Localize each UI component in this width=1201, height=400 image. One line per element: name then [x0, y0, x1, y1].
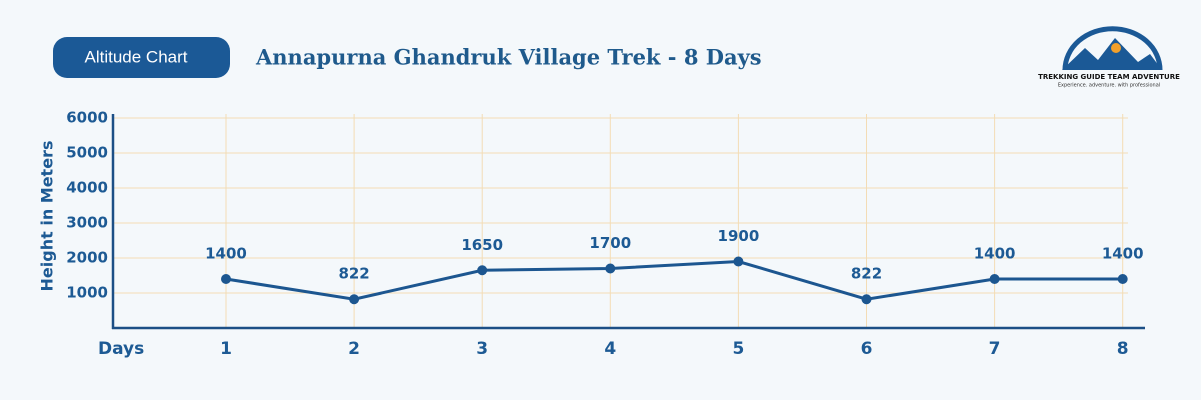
x-tick-label: 1 [220, 339, 232, 359]
logo-name: TREKKING GUIDE TEAM ADVENTURE [1038, 73, 1180, 81]
data-label: 1400 [1102, 245, 1144, 263]
x-tick-label: 5 [732, 339, 744, 359]
point [989, 274, 1000, 284]
data-label: 1650 [461, 236, 503, 254]
x-tick-label: 4 [604, 339, 616, 359]
logo-sun [1111, 43, 1121, 53]
badge: Altitude Chart [85, 47, 188, 66]
point [861, 294, 872, 305]
point [605, 263, 616, 274]
point [733, 256, 744, 267]
x-tick-label: 7 [989, 339, 1001, 359]
x-tick-label: 3 [476, 339, 488, 359]
logo-tagline: Experience. adventure. with professional [1058, 83, 1160, 89]
logo: TREKKING GUIDE TEAM ADVENTURE Experience… [1038, 26, 1180, 89]
badge-bg [53, 37, 230, 78]
data-label: 1400 [974, 245, 1016, 263]
chart-title: Annapurna Ghandruk Village Trek - 8 Days [255, 45, 762, 70]
y-axis-label: Height in Meters [38, 141, 57, 292]
y-tick-label: 6000 [66, 109, 108, 127]
point [349, 294, 360, 305]
y-tick-label: 3000 [66, 214, 108, 232]
x-tick-label: 2 [348, 339, 360, 359]
data-label: 1900 [718, 227, 760, 245]
x-tick-label: 8 [1117, 339, 1129, 359]
y-tick-label: 5000 [66, 144, 108, 162]
logo-mountain [1062, 38, 1162, 70]
data-label: 822 [338, 265, 369, 283]
data-label: 1400 [205, 245, 247, 263]
point [477, 265, 488, 276]
line [225, 259, 1123, 301]
point [1117, 274, 1128, 284]
logo-arc [1062, 26, 1163, 71]
point [221, 274, 231, 284]
y-tick-label: 1000 [66, 284, 108, 302]
x-tick-label: 6 [861, 339, 873, 359]
y-tick-label: 4000 [66, 179, 108, 197]
y-tick-label: 2000 [66, 249, 108, 267]
x-axis-label: Days [98, 339, 144, 359]
data-label: 1700 [589, 234, 631, 252]
data-label: 822 [851, 265, 882, 283]
